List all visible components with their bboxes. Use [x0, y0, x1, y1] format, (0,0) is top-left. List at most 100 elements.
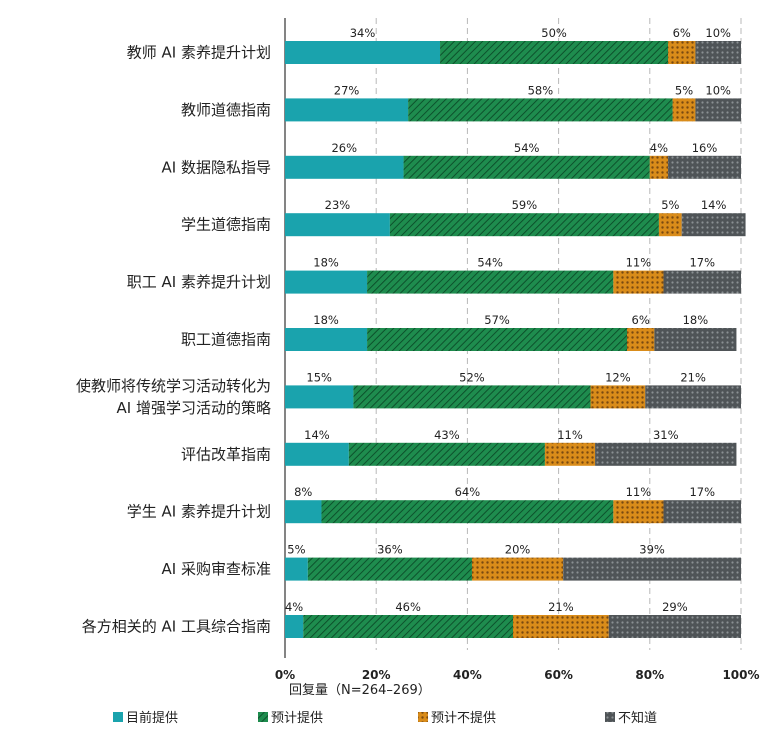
data-label: 54% [477, 256, 503, 270]
data-label: 20% [505, 543, 531, 557]
bar-segment [285, 615, 304, 638]
legend: 目前提供 预计提供 预计不提供 不知道 [113, 710, 657, 726]
data-label: 6% [632, 313, 650, 327]
category-label: 使教师将传统学习活动转化为 [76, 377, 271, 395]
bar-segment [367, 270, 614, 294]
data-label: 11% [626, 256, 652, 270]
bar-segment [590, 385, 646, 409]
bar-segment [627, 328, 655, 351]
x-axis-title: 回复量（N=264–269） [289, 683, 431, 698]
data-label: 18% [683, 313, 709, 327]
legend-swatch [418, 712, 428, 722]
category-label: AI 增强学习活动的策略 [117, 399, 271, 417]
bar-segment [695, 98, 741, 122]
bar-segment [285, 41, 441, 64]
bar-segment [654, 328, 737, 351]
bar-segment [285, 500, 322, 524]
x-tick-label: 20% [362, 668, 391, 682]
data-label: 14% [701, 198, 727, 212]
category-label: 学生 AI 素养提升计划 [127, 503, 271, 521]
legend-label: 不知道 [618, 710, 657, 726]
bar-segment [672, 98, 696, 122]
bar-segment [649, 155, 669, 179]
bar-segment [563, 557, 741, 581]
bar-segment [403, 155, 650, 179]
data-label: 15% [306, 370, 332, 384]
data-label: 8% [294, 485, 312, 499]
data-label: 11% [557, 428, 583, 442]
legend-swatch [113, 712, 123, 722]
category-label: 教师 AI 素养提升计划 [127, 44, 271, 62]
bar-segment [307, 557, 472, 581]
category-label: 评估改革指南 [181, 445, 271, 463]
bar-segment [285, 155, 404, 179]
bar-segment [613, 500, 664, 524]
data-label: 50% [541, 26, 567, 40]
bar-segment [321, 500, 614, 524]
bar-segment [695, 41, 741, 64]
data-label: 12% [605, 370, 631, 384]
data-label: 31% [653, 428, 679, 442]
data-label: 6% [673, 26, 691, 40]
bar-segment [353, 385, 591, 409]
data-label: 58% [528, 83, 554, 97]
x-tick-label: 0% [275, 668, 295, 682]
legend-label: 目前提供 [126, 710, 178, 726]
category-label: 职工 AI 素养提升计划 [127, 273, 271, 291]
legend-label: 预计提供 [271, 710, 323, 726]
category-label: 教师道德指南 [181, 101, 271, 119]
category-label: AI 采购审查标准 [162, 560, 271, 578]
bar-segment [595, 442, 737, 466]
x-tick-label: 40% [453, 668, 482, 682]
data-label: 39% [639, 543, 665, 557]
x-axis-ticks: 0% 20% 40% 60% 80% 100% [275, 668, 760, 682]
data-label: 34% [350, 26, 376, 40]
legend-swatch [258, 712, 268, 722]
data-label: 11% [626, 485, 652, 499]
data-label: 5% [661, 198, 679, 212]
bar-segment [285, 442, 349, 466]
bar-segment [367, 328, 627, 351]
data-label: 27% [334, 83, 360, 97]
bar-segment [668, 155, 741, 179]
data-label: 5% [675, 83, 693, 97]
bar-segment [303, 615, 513, 638]
data-label: 64% [455, 485, 481, 499]
category-label: 职工道德指南 [181, 331, 271, 349]
data-label: 17% [689, 256, 715, 270]
data-label: 18% [313, 313, 339, 327]
data-label: 4% [285, 600, 303, 614]
legend-label: 预计不提供 [431, 710, 496, 726]
data-label: 10% [705, 83, 731, 97]
data-label: 4% [650, 141, 668, 155]
data-label: 21% [680, 370, 706, 384]
data-label: 59% [512, 198, 538, 212]
data-label: 14% [304, 428, 330, 442]
bar-segment [285, 98, 409, 122]
data-label: 16% [692, 141, 718, 155]
bar-segment [663, 270, 741, 294]
bar-segment [613, 270, 664, 294]
category-label: AI 数据隐私指导 [162, 158, 271, 176]
data-label: 26% [331, 141, 357, 155]
data-label: 23% [325, 198, 351, 212]
bar-segment [668, 41, 696, 64]
bar-segment [471, 557, 564, 581]
bar-segment [645, 385, 741, 409]
bar-segment [348, 442, 545, 466]
x-tick-label: 80% [635, 668, 664, 682]
data-label: 46% [395, 600, 421, 614]
bar-segment [658, 213, 682, 237]
data-label: 52% [459, 370, 485, 384]
data-label: 57% [484, 313, 510, 327]
bar-segment [285, 270, 368, 294]
bars-group: 34% 50% 6% 10% 27% 58% 5% 10% 26% 54% 4% 16% 23% 59% 5… [285, 26, 746, 638]
category-label: 各方相关的 AI 工具综合指南 [82, 618, 271, 636]
x-tick-label: 100% [722, 668, 759, 682]
bar-segment [285, 385, 354, 409]
bar-segment [544, 442, 596, 466]
bar-segment [663, 500, 741, 524]
legend-swatch [605, 712, 615, 722]
bar-segment [681, 213, 746, 237]
